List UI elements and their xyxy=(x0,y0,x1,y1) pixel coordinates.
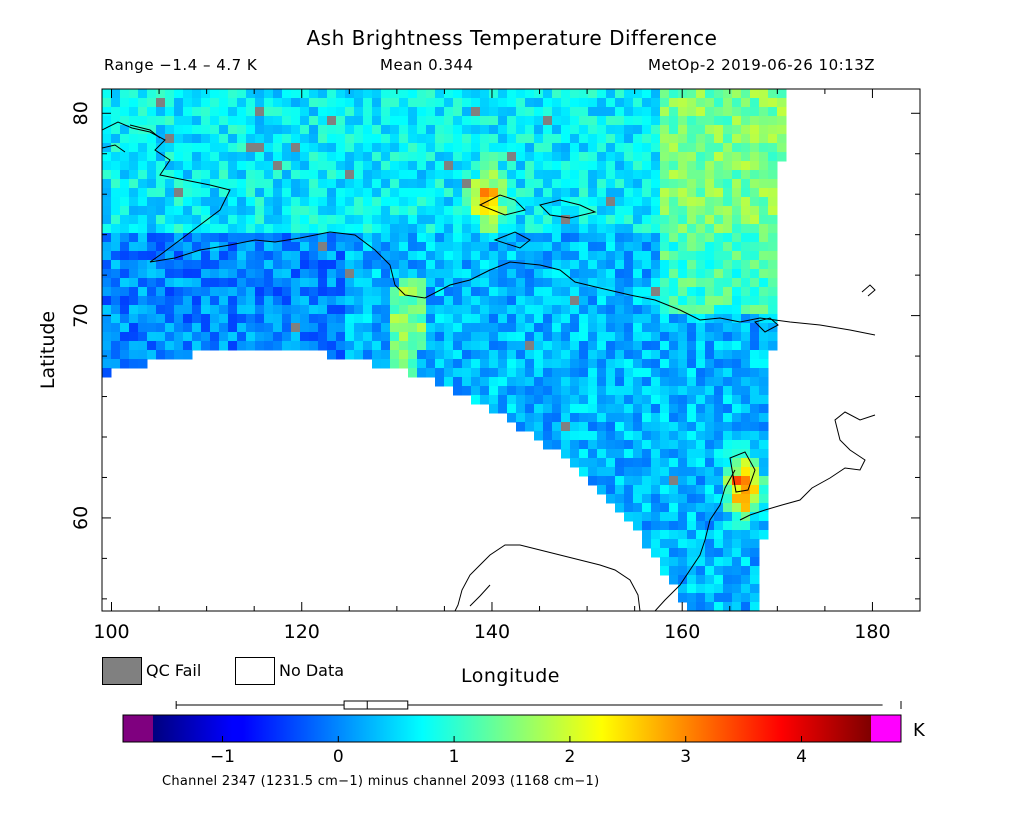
colorbar-over xyxy=(871,715,901,742)
satellite-time-label: MetOp-2 2019-06-26 10:13Z xyxy=(648,56,876,74)
x-tick-label: 120 xyxy=(284,621,320,643)
x-tick-label: 180 xyxy=(854,621,890,643)
colorbar-unit: K xyxy=(913,720,926,741)
colorbar-tick-label: 0 xyxy=(333,747,344,767)
x-tick-label: 100 xyxy=(93,621,129,643)
y-tick-label: 80 xyxy=(70,101,92,125)
x-tick-label: 140 xyxy=(474,621,510,643)
no-data-label: No Data xyxy=(279,661,345,680)
y-axis-label: Latitude xyxy=(37,311,59,389)
qc-fail-swatch xyxy=(102,657,142,685)
colorbar-tick-label: −1 xyxy=(210,747,235,767)
channel-footer: Channel 2347 (1231.5 cm−1) minus channel… xyxy=(162,774,600,789)
colorbar-gradient xyxy=(153,715,871,742)
chart-title: Ash Brightness Temperature Difference xyxy=(306,26,718,50)
heatmap-field xyxy=(102,89,787,611)
plot-frame xyxy=(101,88,921,612)
mean-label: Mean 0.344 xyxy=(380,56,474,74)
qc-fail-label: QC Fail xyxy=(146,661,202,680)
colorbar-tick-label: 1 xyxy=(449,747,460,767)
coastline-overlay xyxy=(102,121,876,611)
colorbar-tick-label: 4 xyxy=(796,747,807,767)
x-axis-label: Longitude xyxy=(461,665,560,687)
colorbar: −1 0 1 2 3 4 K xyxy=(122,700,926,767)
x-tick-label: 160 xyxy=(664,621,700,643)
colorbar-under xyxy=(123,715,153,742)
colorbar-tick-label: 2 xyxy=(564,747,575,767)
no-data-swatch xyxy=(235,657,275,685)
distribution-boxplot xyxy=(175,700,902,710)
y-tick-label: 60 xyxy=(70,506,92,530)
colorbar-tick-label: 3 xyxy=(680,747,691,767)
range-label: Range −1.4 – 4.7 K xyxy=(104,56,258,74)
axes: 100 120 140 160 180 60 70 80 Latitude xyxy=(37,89,921,643)
y-tick-label: 70 xyxy=(70,304,92,328)
